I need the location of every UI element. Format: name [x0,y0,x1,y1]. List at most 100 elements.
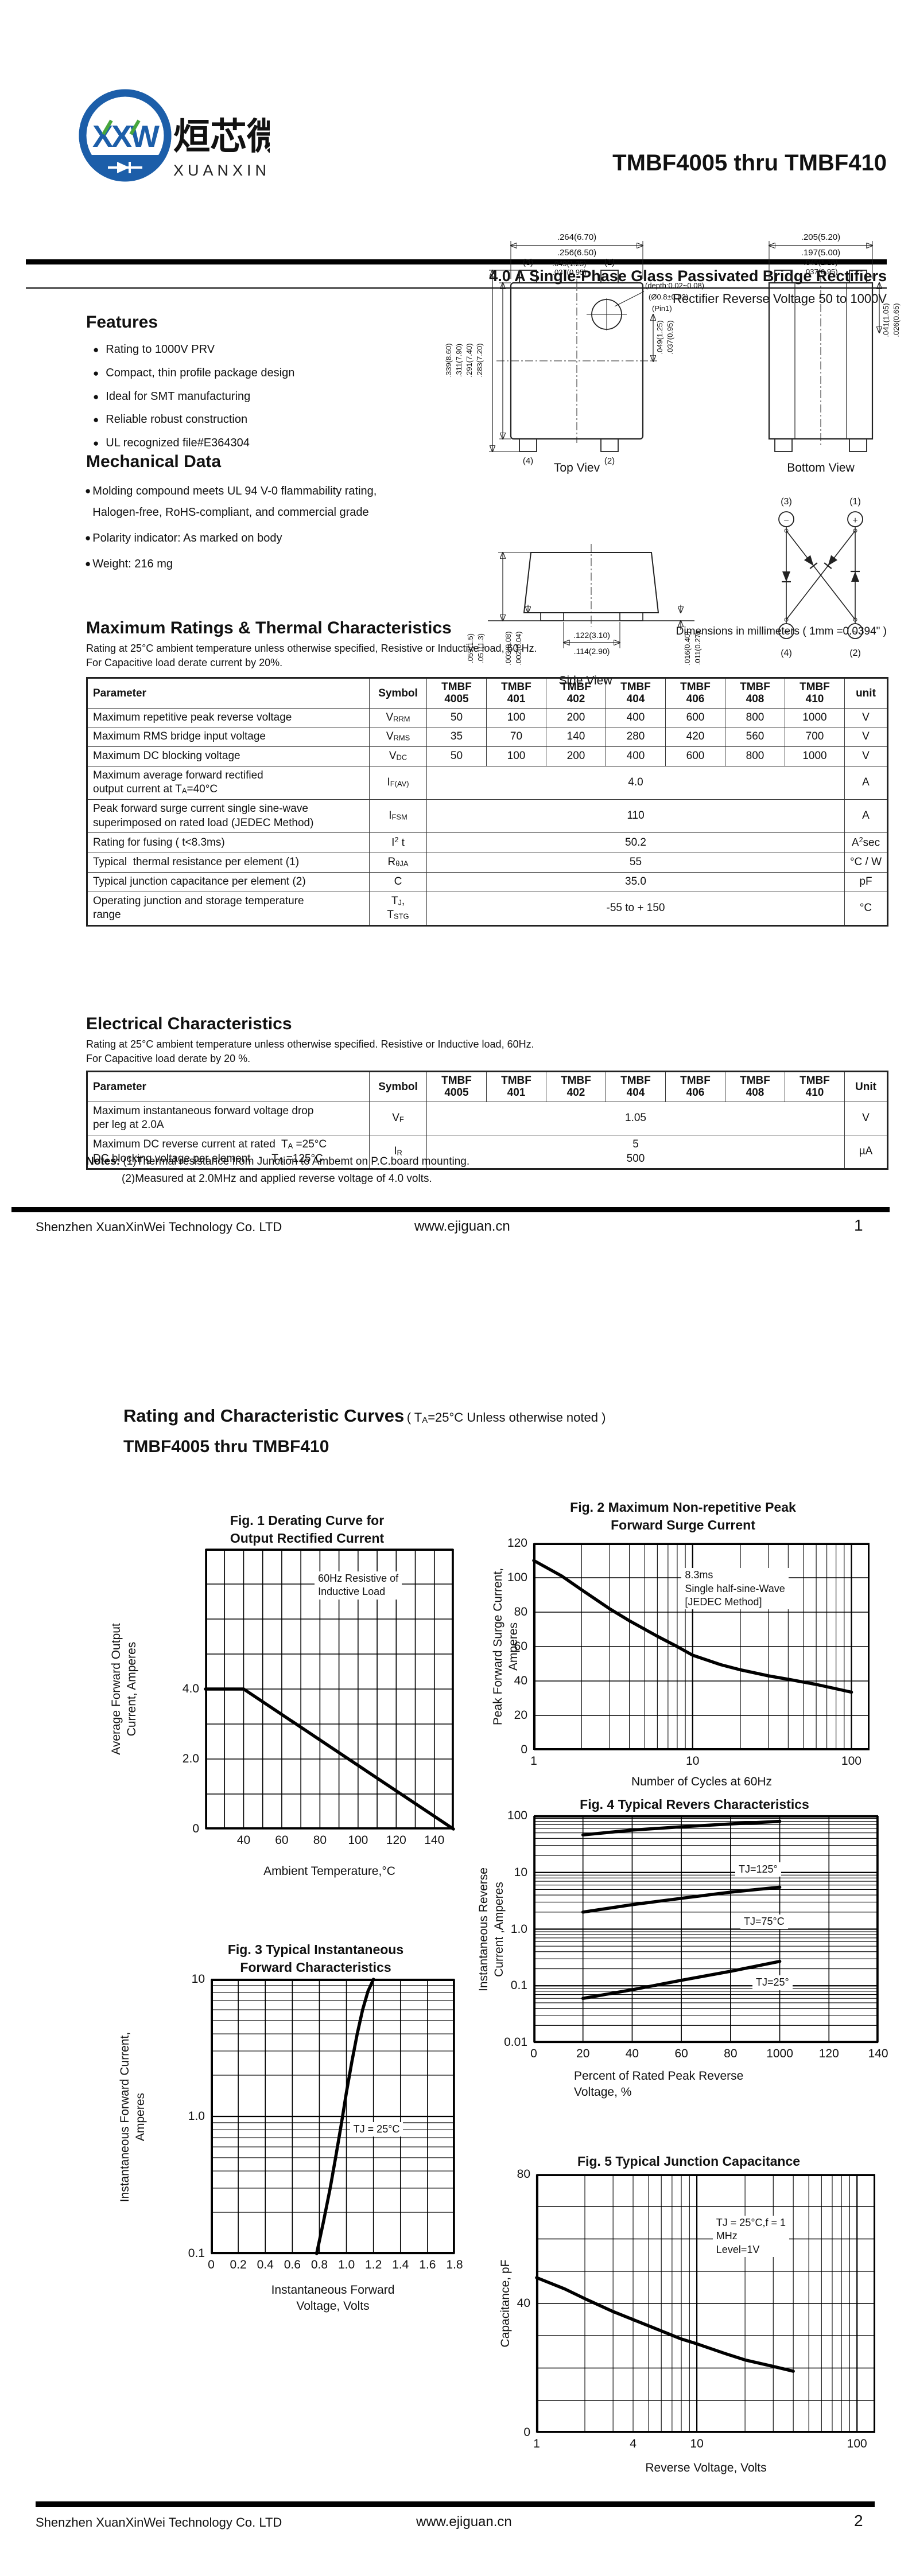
y-tick-label: 4.0 [182,1682,199,1695]
fig4-xlabel: Percent of Rated Peak Reverse Voltage, % [574,2069,744,2099]
header-rule [26,259,887,264]
list-item: ● Molding compound meets UL 94 V-0 flamma… [85,481,452,523]
logo-en-name: XUANXINWEI [173,162,270,179]
table-cell: 1000 [785,707,845,728]
table-cell: TJ, TSTG [369,891,427,927]
column-header: Symbol [369,1071,427,1102]
fig5-title: Fig. 5 Typical Junction Capacitance [577,2154,801,2169]
x-tick-label: 120 [386,1834,406,1847]
table-cell: 100 [486,707,546,728]
svg-text:.291(7.40): .291(7.40) [465,343,474,377]
x-tick-label: 100 [847,2437,867,2450]
table-cell: Maximum DC reverse current at rated TA =… [87,1134,370,1170]
x-tick-label: 10 [686,1754,700,1768]
logo-cn-name: 烜芯微 [173,116,270,157]
x-tick-label: 20 [576,2047,590,2060]
table-cell: 800 [725,707,785,728]
table-cell: V [844,1101,888,1135]
chart-annotation: TJ = 25°C,f = 1 MHz Level=1V [712,2216,790,2258]
ratings-heading: Maximum Ratings & Thermal Characteristic… [86,618,452,637]
column-header: TMBF 4005 [426,1071,487,1102]
column-header: Symbol [369,678,427,709]
x-tick-label: 1.2 [365,2258,382,2271]
svg-text:.283(7.20): .283(7.20) [475,343,484,377]
x-tick-label: 140 [424,1834,445,1847]
table-cell: 110 [426,799,845,834]
x-tick-label: 1.0 [337,2258,355,2271]
list-item-text: Reliable robust construction [106,413,248,426]
x-tick-label: 40 [236,1834,251,1847]
list-item-text: Ideal for SMT manufacturing [106,390,251,403]
x-tick-label: 0 [208,2258,215,2271]
fig5-ylabel: Capacitance, pF [499,2259,512,2348]
table-cell: 35 [426,727,487,747]
electrical-heading: Electrical Characteristics [86,1014,292,1033]
x-tick-label: 80 [313,1834,327,1847]
table-cell: 700 [785,727,845,747]
table-row: Maximum repetitive peak reverse voltage V… [87,707,888,728]
diode-icon [824,555,838,569]
table-cell: 200 [546,746,606,766]
column-header: TMBF 410 [785,1071,845,1102]
spec-table: Parameter Symbol TMBF 4005 TMBF 401 TMBF 402… [86,677,888,927]
curves-heading: Rating and Characteristic Curves [123,1406,405,1426]
svg-text:.059(1.5): .059(1.5) [466,633,475,663]
y-tick-label: 20 [514,1709,527,1722]
top-view-caption: Top Viev [554,461,600,474]
y-tick-label: 40 [517,2297,530,2310]
x-tick-label: 80 [724,2047,738,2060]
table-cell: 280 [606,727,666,747]
y-tick-label: 0 [192,1822,199,1835]
table-cell: 600 [665,707,725,728]
table-cell: µA [844,1134,888,1170]
table-row: Typical junction capacitance per element… [87,871,888,892]
svg-text:(depth:0.02~0.08): (depth:0.02~0.08) [645,281,704,290]
table-row: Rating for fusing ( t<8.3ms) I2 t 50.2 A2se… [87,832,888,854]
table-cell: 70 [486,727,546,747]
bullet-icon: ● [93,391,99,402]
svg-text:~: ~ [783,628,789,637]
svg-text:(2): (2) [849,648,861,658]
list-item: ● Polarity indicator: As marked on body [85,528,452,549]
column-header: TMBF 406 [665,678,725,709]
table-cell: C [369,871,427,892]
column-header: Parameter [87,678,370,709]
column-header: TMBF 401 [486,678,546,709]
list-item-text: Polarity indicator: As marked on body [92,532,282,544]
notes-label: Notes: [86,1155,121,1168]
svg-text:.256(6.50): .256(6.50) [557,248,596,258]
table-cell: Operating junction and storage temperatu… [87,891,370,927]
part-number-title: TMBF4005 thru TMBF410 [612,150,887,176]
table-cell: V [844,727,888,747]
svg-text:.002(0.04): .002(0.04) [514,631,523,665]
table-cell: VRRM [369,707,427,728]
table-cell: Peak forward surge current single sine-w… [87,799,370,834]
table-cell: 1000 [785,746,845,766]
fig2-title: Fig. 2 Maximum Non-repetitive Peak Forwa… [570,1500,796,1533]
svg-text:.003(0.08): .003(0.08) [504,631,513,665]
footer-company-2: Shenzhen XuanXinWei Technology Co. LTD [36,2515,282,2530]
table-row: Typical thermal resistance per element (… [87,853,888,873]
bullet-icon: ● [93,367,99,379]
svg-text:.037(0.95): .037(0.95) [552,268,586,277]
x-tick-label: 120 [818,2047,839,2060]
notes-line-1: Notes: (1)Thermal resistance from Juncti… [86,1155,470,1168]
x-tick-label: 0 [530,2047,537,2060]
table-cell: -55 to + 150 [426,891,845,927]
table-cell: IFSM [369,799,427,834]
svg-text:.051(1.3): .051(1.3) [476,633,485,663]
list-item: ● Rating to 1000V PRV [93,343,449,357]
column-header: unit [844,678,888,709]
list-item: ● Reliable robust construction [93,413,449,427]
y-tick-label: 10 [191,1972,205,1986]
list-item: ● UL recognized file#E364304 [93,437,449,450]
list-item-text: Compact, thin profile package design [106,366,295,379]
curves-heading-row: Rating and Characteristic Curves ( TA=25… [123,1406,606,1426]
x-tick-label: 140 [868,2047,888,2060]
table-cell: 35.0 [426,871,845,892]
chart-annotation: TJ = 25°C [350,2122,403,2137]
ratings-condition-2: For Capacitive load derate current by 20… [86,657,283,668]
table-cell: Maximum average forward rectified output… [87,765,370,800]
column-header: TMBF 402 [546,1071,606,1102]
